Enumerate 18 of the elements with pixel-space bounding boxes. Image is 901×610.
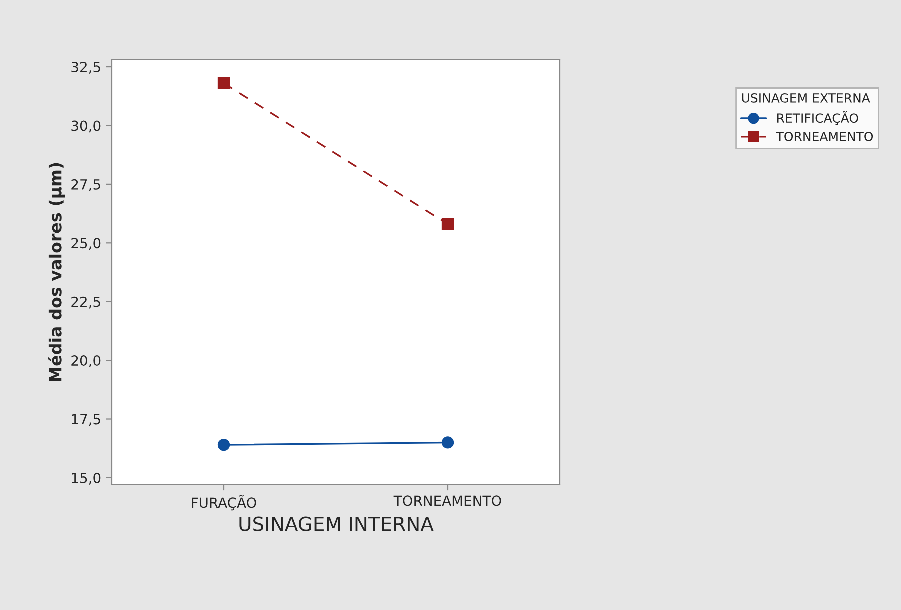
y-tick-label: 15,0	[72, 472, 101, 485]
point	[218, 77, 230, 90]
point	[442, 218, 454, 230]
x-tick-label: FURAÇÃO	[192, 495, 256, 511]
y-tick-label: 22,5	[72, 296, 100, 309]
y-tick-label: 30,0	[72, 120, 101, 133]
y-tick-label: 27,5	[72, 179, 100, 192]
y-tick-label: 25,0	[72, 238, 101, 250]
y-tick-label: 17,5	[72, 414, 100, 426]
legend-title: USINAGEM EXTERNA	[742, 93, 870, 103]
y-tick-label: 32,5	[72, 62, 100, 74]
legend-label: RETIFICAÇÃO	[778, 111, 858, 126]
y-axis-title: Média dos valores (µm)	[48, 163, 66, 382]
legend-label: TORNEAMENTO	[776, 132, 874, 142]
point	[442, 436, 454, 449]
x-axis-title: USINAGEM INTERNA	[240, 516, 434, 532]
point	[218, 439, 230, 452]
y-tick-label: 20,0	[72, 356, 101, 368]
